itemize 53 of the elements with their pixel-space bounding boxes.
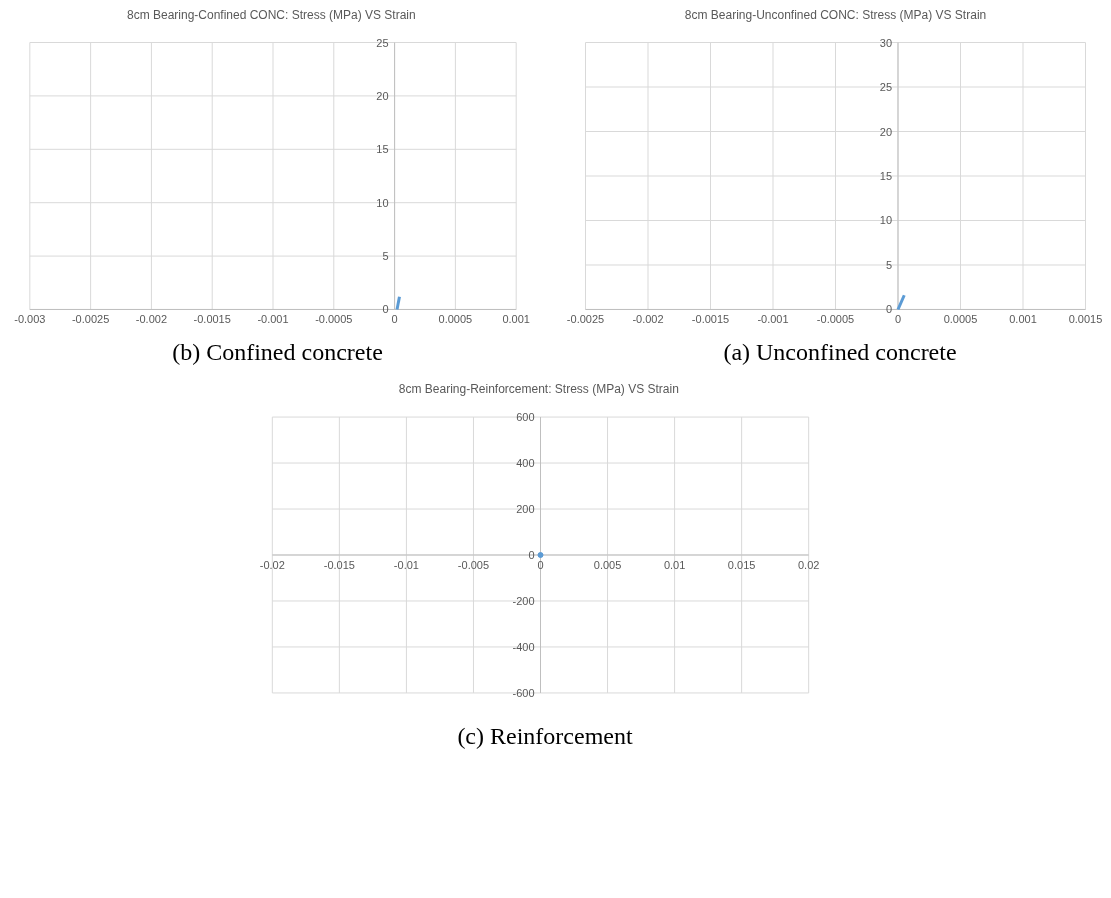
x-tick-label: 0.0005 [438,313,473,326]
text: (a) Unconfined concrete [723,338,957,367]
y-tick-label: 30 [879,36,893,49]
x-tick-label: 0.001 [1009,313,1037,326]
y-tick-label: -600 [512,687,535,700]
y-tick-label: 5 [885,258,893,271]
text: (c) Reinforcement [457,722,633,752]
x-tick-label: -0.002 [135,313,168,326]
x-tick-label: 0.005 [593,559,622,572]
y-tick-label: 5 [382,250,389,263]
text: (b) Confined concrete [172,338,383,367]
x-tick-label: 0 [894,313,902,326]
y-tick-label: 0 [528,549,535,562]
x-tick-label: 0.001 [502,313,530,326]
y-tick-label: 0 [885,303,893,316]
y-tick-label: -200 [512,595,535,608]
y-tick-label: 15 [376,143,389,156]
y-tick-label: 200 [516,503,535,516]
x-tick-label: 0.01 [663,559,686,572]
x-tick-label: -0.0005 [315,313,353,326]
x-tick-label: -0.0005 [816,313,855,326]
x-tick-label: -0.0025 [71,313,110,326]
y-tick-label: 10 [376,196,389,209]
y-tick-label: 20 [879,125,893,138]
x-tick-label: 0.015 [727,559,756,572]
x-tick-label: -0.01 [393,559,419,572]
y-tick-label: 25 [879,81,893,94]
y-tick-label: 400 [516,457,535,470]
x-tick-label: -0.02 [259,559,285,572]
x-tick-label: 0.0015 [1068,313,1103,326]
x-tick-label: -0.001 [257,313,289,326]
y-tick-label: 600 [516,411,535,424]
x-tick-label: -0.005 [457,559,490,572]
x-tick-label: -0.0015 [193,313,231,326]
x-tick-label: -0.0025 [566,313,605,326]
y-tick-label: 10 [879,214,893,227]
x-tick-label: 0.0005 [943,313,978,326]
x-tick-label: -0.015 [323,559,355,572]
x-tick-label: -0.003 [14,313,46,326]
x-tick-label: -0.002 [632,313,664,326]
y-tick-label: -400 [512,641,535,654]
y-tick-label: 0 [382,303,389,316]
x-tick-label: 0.02 [797,559,820,572]
y-tick-label: 25 [376,36,389,49]
chart-title: 8cm Bearing-Reinforcement: Stress (MPa) VS Strain [398,381,679,396]
x-tick-label: 0 [391,313,398,326]
y-tick-label: 15 [879,170,893,182]
chart-title: 8cm Bearing-Unconfined CONC: Stress (MPa) VS Strain [684,7,987,22]
y-tick-label: 20 [376,89,389,102]
chart-title: 8cm Bearing-Confined CONC: Stress (MPa) VS Strain [126,7,416,22]
x-tick-label: -0.0015 [691,313,730,326]
x-tick-label: 0 [537,559,544,572]
x-tick-label: -0.001 [757,313,789,326]
